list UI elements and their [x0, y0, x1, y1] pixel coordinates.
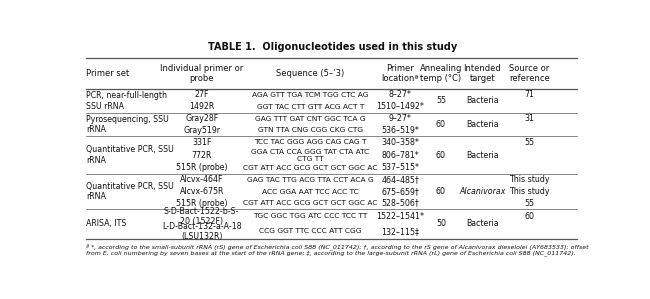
Text: 71: 71: [525, 90, 534, 99]
Text: 8–27*: 8–27*: [389, 90, 411, 99]
Text: Alcanivorax: Alcanivorax: [459, 187, 506, 196]
Text: S-D-Bact-1522-b-S-
20 (1522F): S-D-Bact-1522-b-S- 20 (1522F): [164, 207, 239, 226]
Text: Individual primer or
probe: Individual primer or probe: [160, 64, 243, 83]
Text: Primer
locationª: Primer locationª: [382, 64, 419, 83]
Text: ACC GGA AAT TCC ACC TC: ACC GGA AAT TCC ACC TC: [262, 188, 359, 195]
Text: Sequence (5–’3): Sequence (5–’3): [276, 69, 344, 78]
Text: TGC GGC TGG ATC CCC TCC TT: TGC GGC TGG ATC CCC TCC TT: [254, 213, 368, 219]
Text: This study: This study: [510, 175, 550, 184]
Text: Alcvx-464F: Alcvx-464F: [180, 175, 224, 184]
Text: Bacteria: Bacteria: [466, 150, 499, 160]
Text: 772R: 772R: [192, 150, 212, 160]
Text: Intended
target: Intended target: [463, 64, 501, 83]
Text: 60: 60: [436, 150, 446, 160]
Text: Source or
reference: Source or reference: [509, 64, 550, 83]
Text: GGA CTA CCA GGG TAT CTA ATC
CTG TT: GGA CTA CCA GGG TAT CTA ATC CTG TT: [252, 149, 370, 161]
Text: Gray28F: Gray28F: [185, 114, 218, 123]
Text: Alcvx-675R: Alcvx-675R: [179, 187, 224, 196]
Text: GTN TTA CNG CGG CKG CTG: GTN TTA CNG CGG CKG CTG: [258, 127, 363, 133]
Text: 9–27*: 9–27*: [389, 114, 411, 123]
Text: This study: This study: [510, 187, 550, 196]
Text: 515R (probe): 515R (probe): [176, 199, 227, 208]
Text: 27F: 27F: [194, 90, 209, 99]
Text: 331F: 331F: [192, 138, 211, 147]
Text: CCG GGT TTC CCC ATT CGG: CCG GGT TTC CCC ATT CGG: [259, 228, 361, 234]
Text: 132–115‡: 132–115‡: [381, 227, 419, 236]
Text: Pyrosequencing, SSU
rRNA: Pyrosequencing, SSU rRNA: [86, 115, 169, 134]
Text: 55: 55: [436, 96, 446, 106]
Text: 60: 60: [525, 212, 534, 221]
Text: 55: 55: [525, 138, 534, 147]
Text: Gray519r: Gray519r: [183, 126, 220, 135]
Text: Bacteria: Bacteria: [466, 120, 499, 129]
Text: 464–485†: 464–485†: [381, 175, 419, 184]
Text: 806–781*: 806–781*: [382, 150, 419, 160]
Text: 1522–1541*: 1522–1541*: [376, 212, 424, 221]
Text: 55: 55: [525, 199, 534, 208]
Text: 537–515*: 537–515*: [381, 163, 419, 172]
Text: 31: 31: [525, 114, 534, 123]
Text: Quantitative PCR, SSU
rRNA: Quantitative PCR, SSU rRNA: [86, 145, 174, 165]
Text: ª *, according to the small-subunit rRNA (rS) gene of Escherichia coli S88 (NC_0: ª *, according to the small-subunit rRNA…: [86, 243, 589, 256]
Text: Bacteria: Bacteria: [466, 219, 499, 228]
Text: Quantitative PCR, SSU
rRNA: Quantitative PCR, SSU rRNA: [86, 182, 174, 201]
Text: CGT ATT ACC GCG GCT GCT GGC AC: CGT ATT ACC GCG GCT GCT GGC AC: [243, 200, 378, 206]
Text: 515R (probe): 515R (probe): [176, 163, 227, 172]
Text: 1510–1492*: 1510–1492*: [376, 103, 424, 112]
Text: 528–506†: 528–506†: [381, 199, 419, 208]
Text: 340–358*: 340–358*: [381, 138, 419, 147]
Text: 536–519*: 536–519*: [381, 126, 419, 135]
Text: 60: 60: [436, 187, 446, 196]
Text: Annealing
temp (°C): Annealing temp (°C): [420, 64, 462, 83]
Text: Bacteria: Bacteria: [466, 96, 499, 106]
Text: AGA GTT TGA TCM TGG CTC AG: AGA GTT TGA TCM TGG CTC AG: [252, 92, 369, 98]
Text: Primer set: Primer set: [86, 69, 129, 78]
Text: 60: 60: [436, 120, 446, 129]
Text: TCC TAC GGG AGG CAG CAG T: TCC TAC GGG AGG CAG CAG T: [254, 139, 367, 145]
Text: 1492R: 1492R: [189, 103, 214, 112]
Text: ARISA, ITS: ARISA, ITS: [86, 219, 127, 228]
Text: TABLE 1.  Oligonucleotides used in this study: TABLE 1. Oligonucleotides used in this s…: [209, 42, 458, 52]
Text: GAG TAC TTG ACG TTA CCT ACA G: GAG TAC TTG ACG TTA CCT ACA G: [247, 177, 374, 183]
Text: L-D-Bact-132-a-A-18
(LSU132R): L-D-Bact-132-a-A-18 (LSU132R): [162, 222, 241, 241]
Text: GGT TAC CTT GTT ACG ACT T: GGT TAC CTT GTT ACG ACT T: [257, 104, 364, 110]
Text: PCR, near-full-length
SSU rRNA: PCR, near-full-length SSU rRNA: [86, 91, 167, 111]
Text: 675–659†: 675–659†: [381, 187, 419, 196]
Text: 50: 50: [436, 219, 446, 228]
Text: GAG TTT GAT CNT GGC TCA G: GAG TTT GAT CNT GGC TCA G: [255, 116, 366, 122]
Text: CGT ATT ACC GCG GCT GCT GGC AC: CGT ATT ACC GCG GCT GCT GGC AC: [243, 165, 378, 171]
